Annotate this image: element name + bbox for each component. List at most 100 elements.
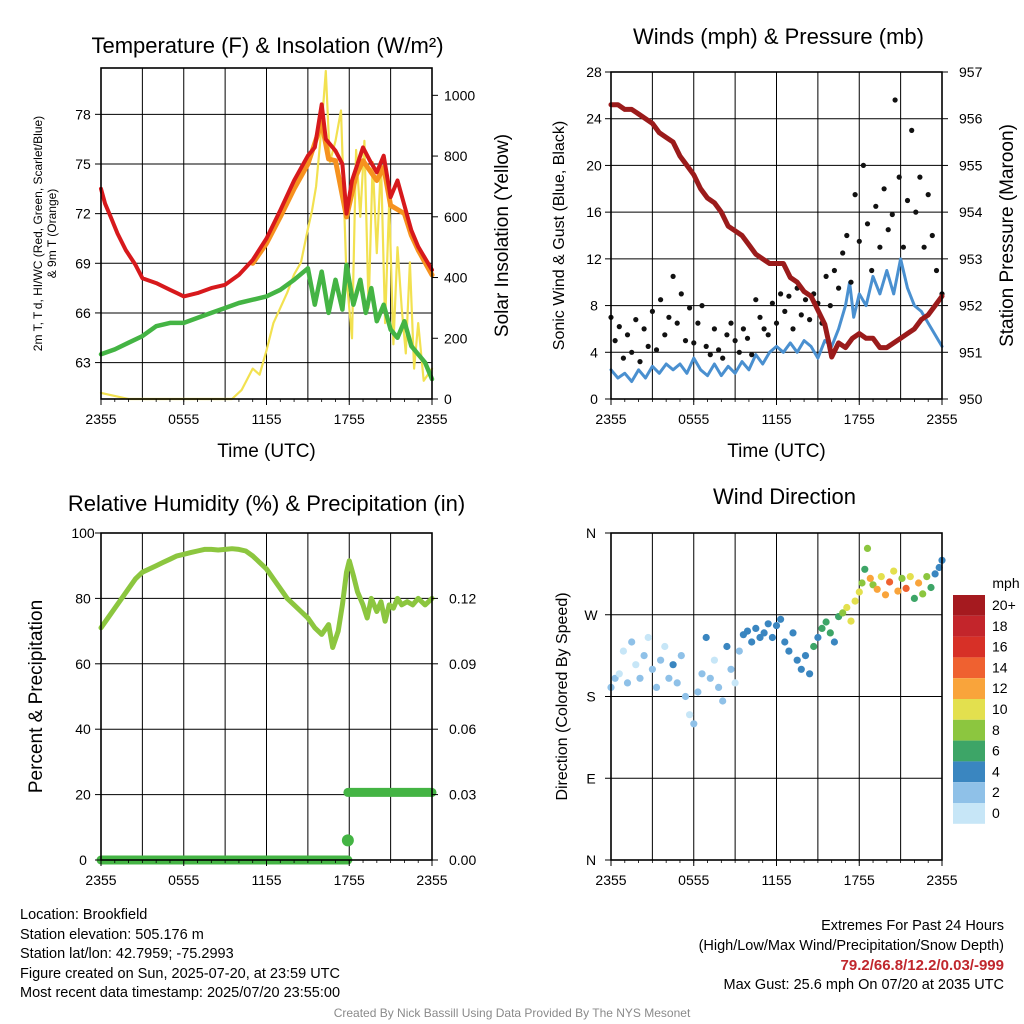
direction-point bbox=[669, 661, 677, 669]
gust-point bbox=[744, 335, 751, 341]
y-right-tick-label: 955 bbox=[959, 157, 983, 173]
humidity-panel: 0 20 40 60 80 100 0.00 0.03 0.06 0.09 0.12 2355 0555… bbox=[26, 491, 476, 888]
station-info: Location: Brookfield Station elevation: … bbox=[20, 906, 340, 1004]
direction-point bbox=[915, 579, 923, 587]
x-tick-label: 2355 bbox=[926, 872, 957, 888]
extremes-title: Extremes For Past 24 Hours bbox=[821, 918, 1004, 934]
direction-point bbox=[814, 633, 822, 642]
gust-point bbox=[778, 291, 784, 297]
direction-point bbox=[632, 661, 640, 669]
direction-point bbox=[752, 624, 760, 633]
gust-point bbox=[769, 300, 776, 306]
credit-text: Created By Nick Bassill Using Data Provi… bbox=[333, 1006, 691, 1020]
y-tick-label: 60 bbox=[75, 656, 91, 672]
gust-point bbox=[753, 297, 759, 303]
legend-unit: mph bbox=[992, 575, 1019, 591]
y-tick-label: 66 bbox=[75, 305, 91, 321]
direction-point bbox=[764, 620, 772, 628]
gust-point bbox=[720, 355, 726, 361]
chart-title: Wind Direction bbox=[713, 484, 856, 509]
x-tick-label: 2355 bbox=[85, 411, 116, 427]
direction-point bbox=[681, 692, 690, 701]
direction-point bbox=[686, 711, 694, 719]
gust-point bbox=[881, 186, 887, 192]
x-tick-label: 0555 bbox=[678, 411, 709, 427]
legend-label: 18 bbox=[992, 618, 1008, 634]
y-tick-label: N bbox=[586, 852, 596, 868]
gust-point bbox=[624, 332, 631, 338]
direction-point bbox=[673, 679, 681, 687]
gust-point bbox=[917, 174, 923, 180]
gust-point bbox=[653, 347, 660, 353]
x-tick-label: 2355 bbox=[416, 872, 447, 888]
legend-label: 14 bbox=[992, 659, 1008, 675]
y-right-tick-label: 800 bbox=[444, 148, 468, 164]
legend-swatch bbox=[953, 719, 985, 741]
direction-point bbox=[619, 647, 628, 655]
y-tick-label: 12 bbox=[586, 251, 602, 267]
rh-line bbox=[98, 546, 435, 650]
legend-label: 0 bbox=[992, 805, 1000, 821]
legend-swatch bbox=[953, 678, 985, 699]
y-right-tick-label: 956 bbox=[959, 111, 983, 127]
x-tick-label: 2355 bbox=[85, 872, 116, 888]
location-text: Location: Brookfield bbox=[20, 907, 148, 923]
gust-point bbox=[860, 162, 867, 168]
gust-point bbox=[827, 303, 833, 309]
gust-point bbox=[933, 267, 940, 274]
x-tick-label: 2355 bbox=[926, 411, 957, 427]
direction-point bbox=[735, 647, 743, 655]
direction-point bbox=[881, 591, 890, 599]
wind-line bbox=[609, 257, 944, 383]
y-tick-label: S bbox=[586, 689, 595, 705]
legend-swatch bbox=[953, 699, 985, 720]
temperature-panel: 63 66 69 72 75 78 0 200 400 600 800 1000 2355 0555 115… bbox=[31, 33, 513, 462]
gust-point bbox=[904, 197, 911, 204]
gust-point bbox=[695, 320, 701, 326]
direction-point bbox=[743, 627, 752, 635]
direction-point bbox=[661, 642, 669, 651]
y-right-tick-label: 400 bbox=[444, 270, 468, 286]
direction-point bbox=[902, 584, 910, 593]
direction-point bbox=[710, 656, 719, 664]
direction-point bbox=[826, 629, 834, 637]
extremes-info: Extremes For Past 24 Hours (High/Low/Max… bbox=[699, 917, 1004, 995]
y-right-tick-label: 0.03 bbox=[449, 787, 476, 803]
direction-point bbox=[702, 633, 710, 642]
gust-point bbox=[666, 314, 672, 320]
gust-point bbox=[707, 352, 713, 358]
y-tick-label: N bbox=[586, 525, 596, 541]
direction-point bbox=[851, 597, 859, 605]
direction-point bbox=[628, 638, 636, 646]
gust-point bbox=[732, 338, 738, 344]
y-axis-label: Direction (Colored By Speed) bbox=[554, 592, 571, 800]
y-right-tick-label: 957 bbox=[959, 64, 983, 80]
y-right-tick-label: 954 bbox=[959, 204, 983, 220]
direction-point bbox=[910, 594, 919, 603]
gust-point bbox=[699, 303, 705, 309]
max-gust-text: Max Gust: 25.6 mph On 07/20 at 2035 UTC bbox=[723, 976, 1004, 993]
direction-point bbox=[777, 615, 785, 623]
y-right-tick-label: 0.00 bbox=[449, 852, 476, 868]
gust-point bbox=[900, 244, 907, 250]
x-tick-label: 0555 bbox=[678, 872, 709, 888]
gust-point bbox=[749, 352, 755, 358]
speed-legend: mph 20+ 18 16 14 12 10 8 6 4 2 0 bbox=[953, 575, 1020, 824]
y-right-tick-label: 0.06 bbox=[449, 721, 476, 737]
direction-point bbox=[818, 624, 826, 633]
gust-point bbox=[848, 279, 854, 285]
direction-point bbox=[731, 679, 739, 687]
y-right-tick-label: 953 bbox=[959, 251, 983, 267]
legend-swatch bbox=[953, 761, 985, 783]
x-tick-label: 1155 bbox=[251, 872, 281, 888]
y-axis-label: & 9m T (Orange) bbox=[45, 189, 59, 279]
direction-point bbox=[694, 688, 702, 696]
direction-point bbox=[806, 670, 814, 678]
recent-text: Most recent data timestamp: 2025/07/20 2… bbox=[20, 985, 341, 1001]
pressure-line bbox=[608, 102, 945, 360]
latlon-text: Station lat/lon: 42.7959; -75.2993 bbox=[20, 946, 234, 962]
direction-point bbox=[789, 629, 797, 637]
direction-point bbox=[644, 633, 652, 642]
gust-point bbox=[703, 343, 709, 349]
gust-point bbox=[885, 227, 891, 233]
